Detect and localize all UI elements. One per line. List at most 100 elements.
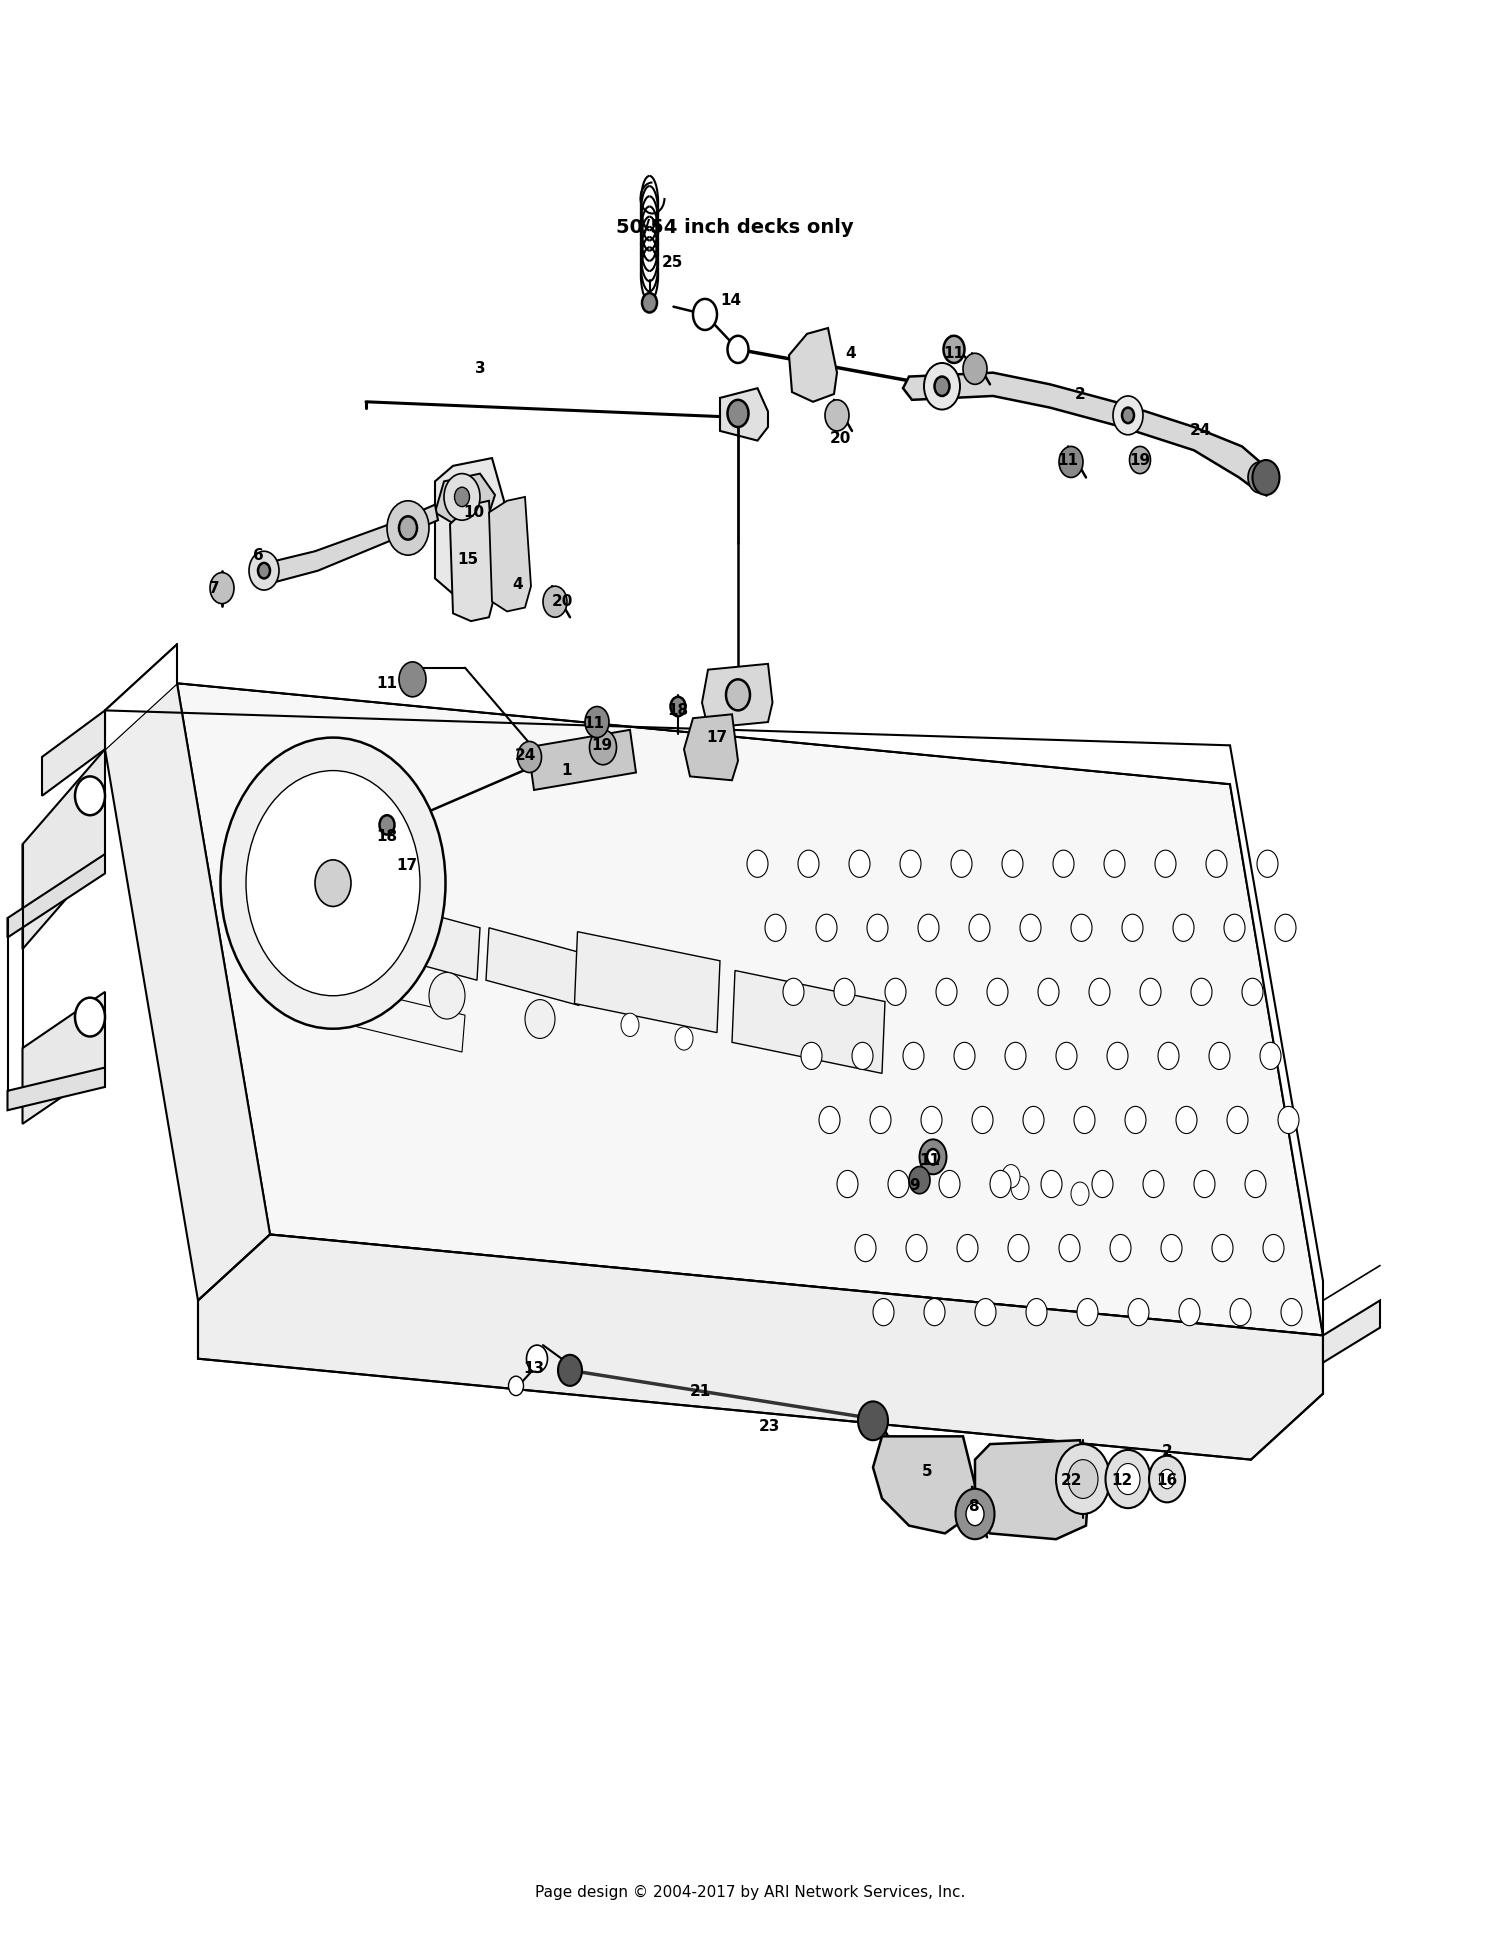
Circle shape [951,850,972,877]
Circle shape [1074,1106,1095,1134]
Circle shape [909,1167,930,1194]
Circle shape [387,501,429,555]
Circle shape [360,897,378,920]
Circle shape [1068,1460,1098,1498]
Polygon shape [903,373,1266,493]
Circle shape [1252,460,1280,495]
Circle shape [1104,850,1125,877]
Text: 18: 18 [376,829,398,844]
Circle shape [675,1027,693,1050]
Circle shape [1212,1234,1233,1262]
Text: 20: 20 [552,594,573,609]
Circle shape [1056,1444,1110,1514]
Circle shape [1122,914,1143,941]
Circle shape [1110,1234,1131,1262]
Circle shape [258,563,270,578]
Circle shape [1023,1106,1044,1134]
Circle shape [1026,1299,1047,1326]
Text: 11: 11 [1058,452,1078,468]
Circle shape [936,978,957,1005]
Text: 4: 4 [844,345,856,361]
Polygon shape [489,497,531,611]
Circle shape [825,400,849,431]
Circle shape [670,697,686,716]
Polygon shape [177,683,1323,1335]
Circle shape [291,939,309,963]
Circle shape [1248,462,1272,493]
Circle shape [921,1106,942,1134]
Circle shape [990,1170,1011,1198]
Polygon shape [8,854,105,938]
Circle shape [1143,1170,1164,1198]
Circle shape [1071,914,1092,941]
Circle shape [867,914,888,941]
Text: 10: 10 [464,505,484,520]
Circle shape [1059,446,1083,477]
Text: 50/54 inch decks only: 50/54 inch decks only [616,217,854,237]
Polygon shape [720,388,768,441]
Text: 11: 11 [584,716,604,732]
Circle shape [1002,850,1023,877]
Circle shape [444,474,480,520]
Circle shape [246,771,420,996]
Text: 18: 18 [668,703,688,718]
Circle shape [249,551,279,590]
Polygon shape [357,990,465,1052]
Circle shape [765,914,786,941]
Circle shape [963,353,987,384]
Text: 1: 1 [561,763,573,778]
Circle shape [399,662,426,697]
Text: ARI: ARI [766,941,1034,1077]
Circle shape [900,850,921,877]
Text: 24: 24 [514,747,535,763]
Circle shape [1089,978,1110,1005]
Circle shape [924,1299,945,1326]
Circle shape [1149,1456,1185,1502]
Circle shape [1059,1234,1080,1262]
Circle shape [1140,978,1161,1005]
Circle shape [1191,978,1212,1005]
Circle shape [873,1299,894,1326]
Text: 23: 23 [759,1419,780,1434]
Circle shape [300,928,318,951]
Polygon shape [198,1234,1323,1460]
Polygon shape [260,505,438,584]
Circle shape [798,850,819,877]
Circle shape [1128,1299,1149,1326]
Circle shape [819,1106,840,1134]
Polygon shape [975,1440,1089,1539]
Circle shape [1160,1469,1174,1489]
Circle shape [1020,914,1041,941]
Circle shape [1242,978,1263,1005]
Circle shape [834,978,855,1005]
Circle shape [816,914,837,941]
Polygon shape [42,710,105,796]
Circle shape [956,1489,994,1539]
Circle shape [1155,850,1176,877]
Circle shape [1125,1106,1146,1134]
Circle shape [621,1013,639,1036]
Text: 25: 25 [662,254,682,270]
Text: 11: 11 [376,675,398,691]
Circle shape [351,885,369,908]
Circle shape [1122,408,1134,423]
Circle shape [927,1149,939,1165]
Text: 22: 22 [1060,1473,1082,1489]
Circle shape [642,293,657,313]
Polygon shape [384,903,480,980]
Circle shape [870,1106,891,1134]
Circle shape [969,914,990,941]
Circle shape [801,1042,822,1069]
Circle shape [957,1234,978,1262]
Text: 14: 14 [720,293,741,309]
Circle shape [518,741,542,773]
Circle shape [966,1502,984,1526]
Polygon shape [22,992,105,1124]
Circle shape [924,363,960,410]
Circle shape [1206,850,1227,877]
Circle shape [728,400,748,427]
Text: 4: 4 [512,576,524,592]
Text: Page design © 2004-2017 by ARI Network Services, Inc.: Page design © 2004-2017 by ARI Network S… [536,1885,964,1900]
Text: 2: 2 [1161,1444,1173,1460]
Text: 24: 24 [1190,423,1210,439]
